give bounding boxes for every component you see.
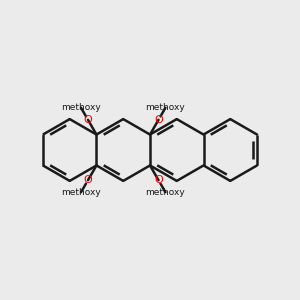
Text: O: O	[154, 115, 163, 125]
Text: methoxy: methoxy	[146, 103, 185, 112]
Text: O: O	[84, 115, 92, 125]
Text: O: O	[84, 175, 92, 185]
Text: methoxy: methoxy	[146, 188, 185, 197]
Text: methoxy: methoxy	[61, 188, 101, 197]
Text: O: O	[154, 175, 163, 185]
Text: methoxy: methoxy	[61, 103, 101, 112]
